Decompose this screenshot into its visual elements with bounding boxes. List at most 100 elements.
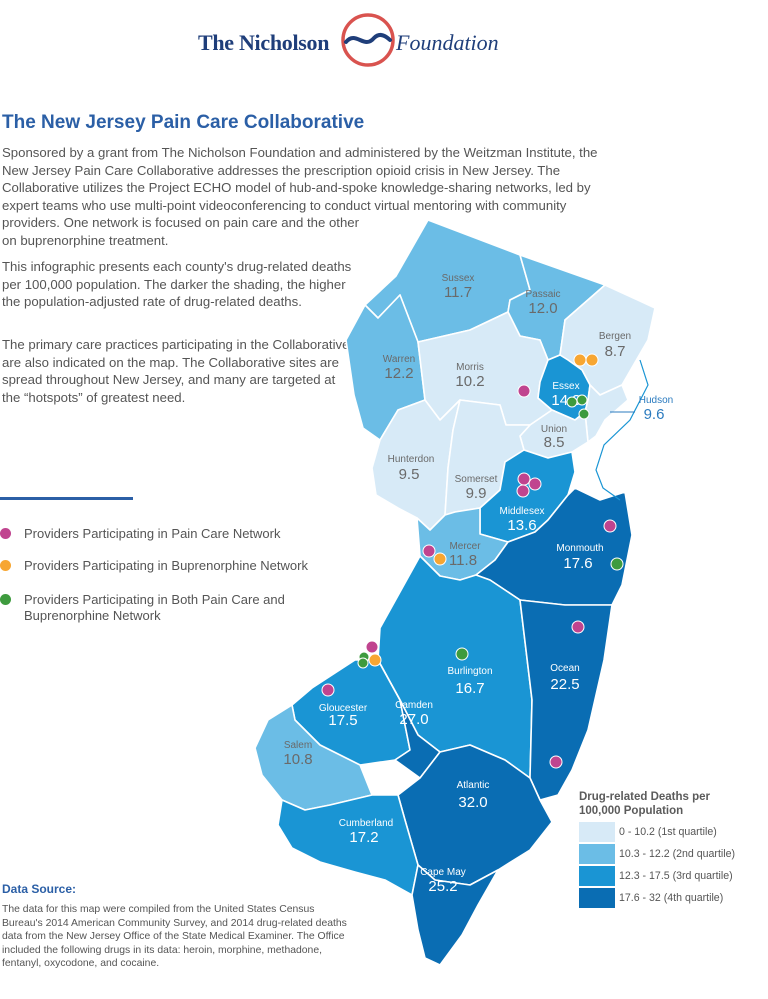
provider-site-both-icon[interactable] (610, 557, 624, 571)
provider-site-buprenorphine-icon[interactable] (433, 552, 447, 566)
county-name: Morris (456, 362, 484, 373)
provider-site-buprenorphine-icon[interactable] (573, 353, 587, 367)
scale-item-q1: 0 - 10.2 (1st quartile) (579, 822, 768, 844)
logo-wave-icon (341, 13, 395, 67)
county-name: Cape May (420, 867, 466, 878)
county-name: Middlesex (499, 506, 544, 517)
provider-site-both-icon[interactable] (455, 647, 469, 661)
county-name: Union (541, 424, 567, 435)
divider (0, 497, 133, 500)
scale-item-q4: 17.6 - 32 (4th quartile) (579, 888, 768, 910)
county-monmouth[interactable] (475, 487, 633, 606)
county-value: 10.2 (455, 373, 484, 390)
intro-line: Sponsored by a grant from The Nicholson … (2, 145, 598, 160)
scale-label: 12.3 - 17.5 (3rd quartile) (619, 870, 733, 882)
county-name: Camden (395, 700, 433, 711)
provider-site-pain-care-icon[interactable] (321, 683, 335, 697)
county-hudson[interactable] (584, 384, 629, 443)
county-name: Sussex (442, 273, 475, 284)
county-value: 27.0 (399, 711, 428, 728)
logo-text-left: The Nicholson (198, 30, 330, 55)
provider-site-pain-care-icon[interactable] (365, 640, 379, 654)
provider-site-pain-care-icon[interactable] (528, 477, 542, 491)
county-value: 8.5 (544, 434, 565, 451)
intro-line: New Jersey Pain Care Collaborative addre… (2, 162, 561, 178)
intro-line: expert teams who use multi-point videoco… (2, 197, 567, 213)
scale-label: 17.6 - 32 (4th quartile) (619, 892, 724, 904)
scale-label: 10.3 - 12.2 (2nd quartile) (619, 848, 736, 860)
intro-paragraph: Sponsored by a grant from The Nicholson … (2, 144, 598, 249)
provider-site-buprenorphine-icon[interactable] (585, 353, 599, 367)
county-name: Bergen (599, 331, 631, 342)
county-value: 12.0 (528, 300, 557, 317)
county-name: Atlantic (457, 780, 490, 791)
provider-site-pain-care-icon[interactable] (517, 384, 531, 398)
county-value: 22.5 (550, 676, 579, 693)
county-name: Warren (383, 354, 415, 365)
county-value: 9.5 (399, 466, 420, 483)
swatch (579, 888, 615, 908)
provider-site-pain-care-icon[interactable] (549, 755, 563, 769)
county-value: 9.9 (466, 485, 487, 502)
county-value: 9.6 (644, 406, 665, 423)
intro-line: Collaborative utilizes the Project ECHO … (2, 180, 591, 195)
county-value: 10.8 (283, 751, 312, 768)
county-value: 32.0 (458, 794, 487, 811)
county-name: Essex (552, 381, 579, 392)
county-value: 8.7 (605, 343, 626, 360)
county-name: Somerset (455, 474, 498, 485)
scale-label: 0 - 10.2 (1st quartile) (619, 826, 717, 838)
county-value: 17.6 (563, 555, 592, 572)
provider-site-pain-care-icon[interactable] (422, 544, 436, 558)
swatch (579, 844, 615, 864)
provider-site-both-icon[interactable] (357, 657, 369, 669)
county-name: Hunterdon (388, 454, 435, 465)
scale-item-q2: 10.3 - 12.2 (2nd quartile) (579, 844, 768, 866)
scale-item-q3: 12.3 - 17.5 (3rd quartile) (579, 866, 768, 888)
provider-site-both-icon[interactable] (578, 408, 590, 420)
legend-label: Providers Participating in Pain Care Net… (24, 526, 281, 541)
page-title: The New Jersey Pain Care Collaborative (2, 112, 365, 133)
county-value: 12.2 (384, 365, 413, 382)
county-name: Monmouth (556, 543, 603, 554)
pain-care-dot-icon (0, 528, 11, 539)
county-value: 13.6 (507, 517, 536, 534)
county-value: 11.7 (444, 284, 472, 301)
logo-text-right: Foundation (396, 30, 499, 55)
county-value: 16.7 (455, 680, 484, 697)
county-cape-may[interactable] (411, 864, 499, 966)
county-name: Hudson (639, 395, 673, 406)
county-name: Cumberland (339, 818, 393, 829)
county-value: 17.5 (328, 712, 357, 729)
intro-line: on buprenorphine treatment. (2, 232, 169, 248)
county-value: 17.2 (349, 829, 378, 846)
provider-site-pain-care-icon[interactable] (603, 519, 617, 533)
provider-site-pain-care-icon[interactable] (517, 472, 531, 486)
county-name: Burlington (447, 666, 492, 677)
provider-site-both-icon[interactable] (566, 396, 578, 408)
provider-site-buprenorphine-icon[interactable] (368, 653, 382, 667)
county-name: Ocean (550, 663, 579, 674)
county-name: Gloucester (319, 703, 368, 714)
intro-line: providers. One network is focused on pai… (2, 215, 360, 230)
provider-site-both-icon[interactable] (576, 394, 588, 406)
legend-label: Providers Participating in Both Pain Car… (24, 592, 285, 623)
data-source-text: The data for this map were compiled from… (2, 904, 347, 970)
buprenorphine-dot-icon (0, 560, 11, 571)
both-networks-dot-icon (0, 594, 11, 605)
sites-explanation: The primary care practices participating… (2, 337, 350, 405)
shading-explanation: This infographic presents each county's … (2, 259, 352, 309)
provider-site-pain-care-icon[interactable] (571, 620, 585, 634)
swatch (579, 822, 615, 842)
provider-site-pain-care-icon[interactable] (516, 484, 530, 498)
county-name: Passaic (525, 289, 560, 300)
data-source-heading: Data Source: (2, 882, 77, 896)
county-value: 25.2 (428, 878, 457, 895)
county-ocean[interactable] (519, 599, 613, 801)
swatch (579, 866, 615, 886)
legend-label: Providers Participating in Buprenorphine… (24, 558, 308, 573)
foundation-logo: The Nicholson Foundation (0, 8, 768, 70)
county-cumberland[interactable] (277, 794, 419, 896)
county-name: Mercer (449, 541, 481, 552)
